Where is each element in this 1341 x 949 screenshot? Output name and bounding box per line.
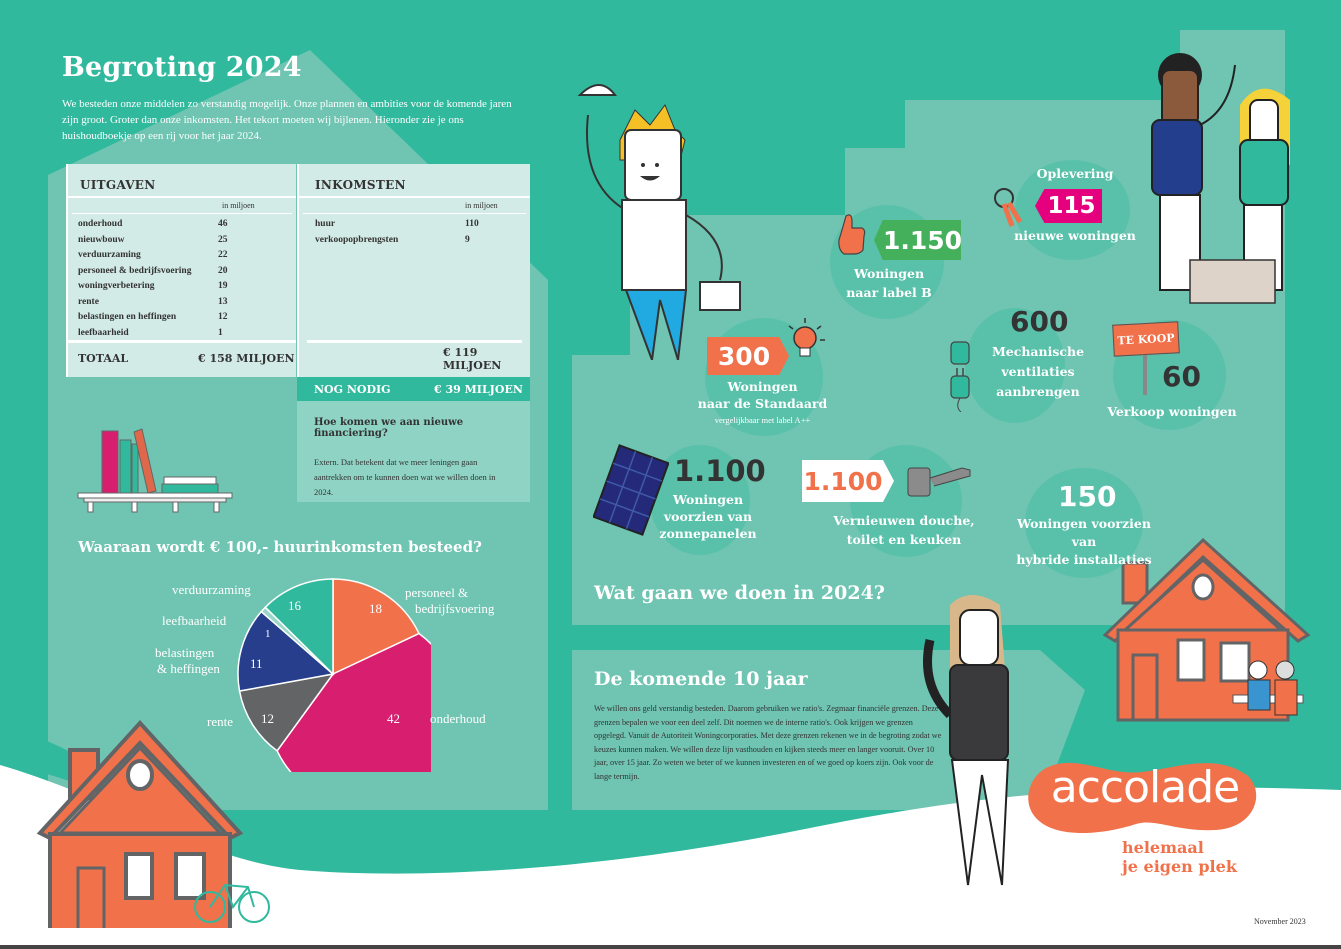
pie-label-rente: rente (207, 714, 233, 729)
unit-label: in miljoen (72, 198, 292, 214)
worker-illustration (577, 84, 741, 360)
pie-value-personeel: 18 (369, 601, 382, 616)
woman-illustration (923, 595, 1010, 886)
stat-verkoop-number: 60 (1162, 360, 1201, 393)
couple-illustration (1151, 53, 1290, 304)
keys-icon (994, 188, 1023, 227)
logo-tagline: helemaal je eigen plek (1122, 838, 1237, 876)
pie-label-belastingen-2: & heffingen (157, 661, 220, 676)
table-row: rente 13 (78, 296, 228, 307)
pie-value-verduurzaming: 16 (288, 598, 301, 613)
table-row: verkoopopbrengsten 9 (315, 234, 470, 245)
stat-ventilatie-number: 600 (1010, 305, 1069, 338)
tag-label-b: 1.150 (874, 220, 961, 260)
lightbulb-icon (788, 318, 825, 357)
pie-slice-verduurzaming (264, 578, 334, 676)
pie-label-verduurzaming: verduurzaming (172, 582, 251, 597)
pie-slice-personeel (332, 578, 420, 676)
uitgaven-rows: onderhoud 46 nieuwbouw 25 verduurzaming 22 … (68, 214, 296, 341)
pie-value-onderhoud: 42 (387, 711, 400, 726)
bicycle-icon (194, 883, 270, 923)
stat-verkoop-text: Verkoop woningen (1107, 404, 1237, 419)
solar-panel-icon (593, 444, 669, 536)
te-koop-sign: TE KOOP (1112, 321, 1180, 357)
table-row: huur 110 (315, 219, 479, 229)
stat-zonnepanelen-number: 1.100 (674, 454, 766, 488)
stat-standaard-text: Woningen naar de Standaard vergelijkbaar … (697, 379, 828, 425)
pie-label-leefbaarheid: leefbaarheid (162, 613, 227, 628)
stat-hybride-text: Woningen voorzien van hybride installatie… (1016, 516, 1152, 567)
pie-value-belastingen: 11 (250, 656, 263, 671)
pie-label-belastingen: belastingen (155, 645, 215, 660)
section-title-10-jaar: De komende 10 jaar (594, 668, 808, 690)
uitgaven-table: UITGAVEN in miljoen onderhoud 46 nieuwbou… (66, 164, 296, 377)
accolade-logo-blob (1028, 762, 1257, 833)
stat-hybride-number: 150 (1058, 480, 1117, 513)
pie-chart-title: Waaraan wordt € 100,- huurinkomsten best… (78, 538, 482, 556)
thumbs-up-icon (838, 214, 866, 255)
bottom-border (0, 945, 1341, 949)
pie-label-personeel: personeel & (405, 585, 469, 600)
accolade-logo-word: accolade (1050, 762, 1240, 813)
house-illustration (36, 720, 244, 928)
intro-text: We besteden onze middelen zo verstandig … (62, 98, 512, 142)
tag-oplevering: 115 (1035, 189, 1102, 223)
financing-answer: Extern. Dat betekent dat we meer leninge… (314, 457, 496, 497)
uitgaven-header: UITGAVEN (68, 164, 296, 198)
table-row: woningverbetering 19 (78, 281, 228, 291)
pie-chart (237, 578, 431, 772)
section-10-jaar-text: We willen ons geld verstandig besteden. … (594, 704, 942, 781)
table-row: nieuwbouw 25 (78, 234, 228, 245)
tag-standaard: 300 (707, 337, 789, 375)
pie-slice-onderhoud (276, 632, 431, 772)
stat-circle-ventilatie (965, 308, 1065, 423)
pie-label-personeel-2: bedrijfsvoering (415, 601, 495, 616)
plug-icon (950, 341, 970, 412)
inkomsten-total: € 119 MILJOEN (307, 340, 522, 374)
stat-label-b-text: Woningen naar label B (846, 266, 932, 300)
table-row: onderhoud 46 (78, 219, 228, 229)
stat-circle-hybride (1025, 468, 1143, 578)
inkomsten-table: INKOMSTEN in miljoen huur 110 verkoopopbr… (297, 164, 530, 377)
financing-question: Hoe komen we aan nieuwe financiering? (314, 417, 464, 439)
page-title: Begroting 2024 (62, 52, 302, 83)
section-title-2024: Wat gaan we doen in 2024? (594, 582, 885, 604)
pie-value-rente: 12 (261, 711, 274, 726)
table-row: belastingen en heffingen 12 (78, 312, 228, 322)
pie-label-onderhoud: onderhoud (430, 711, 486, 726)
stat-oplevering-top: Oplevering (1036, 166, 1114, 181)
pie-slice-belastingen (237, 610, 335, 692)
stat-oplevering-bottom: nieuwe woningen (1014, 228, 1136, 243)
table-row: leefbaarheid 1 (78, 327, 223, 338)
nog-nodig-bar: NOG NODIG € 39 MILJOEN (297, 377, 530, 401)
bookshelf-illustration (77, 428, 233, 513)
unit-label: in miljoen (303, 198, 526, 214)
inkomsten-rows: huur 110 verkoopopbrengsten 9 (299, 214, 530, 248)
stat-zonnepanelen-text: Woningen voorzien van zonnepanelen (659, 492, 757, 541)
inkomsten-header: INKOMSTEN (299, 164, 530, 198)
table-row: personeel & bedrijfsvoering 20 (78, 265, 228, 276)
uitgaven-total: TOTAAL € 158 MILJOEN (68, 340, 296, 374)
tag-keuken: 1.100 (802, 460, 894, 502)
sign-post (1143, 355, 1147, 395)
stat-ventilatie-text: Mechanische ventilaties aanbrengen (991, 344, 1085, 399)
stat-keuken-text: Vernieuwen douche, toilet en keuken (833, 513, 975, 547)
house-right-illustration (1103, 537, 1311, 722)
table-row: verduurzaming 22 (78, 250, 228, 260)
faucet-icon (907, 467, 971, 497)
pie-value-leefbaarheid: 1 (265, 628, 271, 640)
pie-slice-rente (238, 672, 335, 752)
financing-box: Hoe komen we aan nieuwe financiering? Ex… (297, 401, 530, 502)
publication-date: November 2023 (1254, 917, 1306, 926)
